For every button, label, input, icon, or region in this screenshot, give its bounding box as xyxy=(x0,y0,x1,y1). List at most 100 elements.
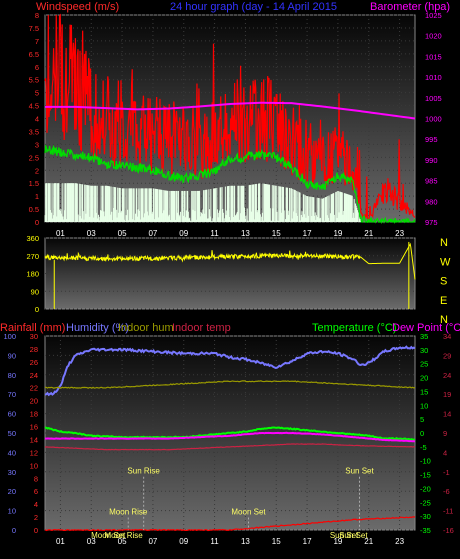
temperature-line xyxy=(44,426,416,441)
temperature-tick-label: 20 xyxy=(420,374,428,383)
wind-tick-label: 3 xyxy=(35,140,39,149)
indoor-temp-tick-label: 19 xyxy=(443,390,451,399)
rainfall-tick-label: 10 xyxy=(30,461,38,470)
barometer-tick-label: 985 xyxy=(425,177,438,186)
indoor-temp-tick-label: 4 xyxy=(443,448,447,457)
wind-tick-label: 3.5 xyxy=(29,127,39,136)
temperature-tick-label: 35 xyxy=(420,332,428,341)
temp-x-tick-label: 03 xyxy=(87,537,96,546)
barometer-tick-label: 995 xyxy=(425,135,438,144)
humidity-tick-label: 20 xyxy=(8,487,16,496)
wind-x-tick-label: 05 xyxy=(118,229,127,238)
astro-annotation-label: Moon Set xyxy=(231,507,266,516)
astro-annotation-label: Sun Set xyxy=(330,531,359,540)
wind-tick-label: 7.5 xyxy=(29,24,39,33)
rainfall-axis-title: Rainfall (mm) xyxy=(0,322,65,334)
barometer-tick-label: 1005 xyxy=(425,94,442,103)
indoor-temp-tick-label: 34 xyxy=(443,332,451,341)
astro-annotation-label: Moon Rise xyxy=(109,507,148,516)
wind-x-tick-label: 19 xyxy=(333,229,342,238)
wind-tick-label: 5.5 xyxy=(29,76,39,85)
astro-annotation-label: Sun Set xyxy=(339,531,368,540)
astro-annotation-label: Sun Set xyxy=(345,467,374,476)
indoor-temp-tick-label: 29 xyxy=(443,351,451,360)
barometer-axis-title: Barometer (hpa) xyxy=(370,1,450,13)
wind-x-tick-label: 11 xyxy=(210,229,219,238)
indoor-temp-tick-label: -1 xyxy=(443,468,450,477)
temperature-tick-label: -25 xyxy=(420,498,431,507)
wind-tick-label: 0 xyxy=(35,218,39,227)
indoor-temp-tick-label: -6 xyxy=(443,487,450,496)
direction-tick-label: 0 xyxy=(35,305,39,314)
wind-tick-label: 7 xyxy=(35,37,39,46)
temperature-tick-label: 25 xyxy=(420,360,428,369)
average-wind-line xyxy=(44,144,416,225)
temp-x-tick-label: 13 xyxy=(241,537,250,546)
temperature-tick-label: -35 xyxy=(420,526,431,535)
wind-x-tick-label: 03 xyxy=(87,229,96,238)
direction-tick-label: 90 xyxy=(31,287,39,296)
indoor-temp-tick-label: 24 xyxy=(443,371,451,380)
indoor-hum-line xyxy=(44,380,416,389)
temp-x-tick-label: 19 xyxy=(333,537,342,546)
temperature-tick-label: 30 xyxy=(420,346,428,355)
astro-annotation-label: Moon Set xyxy=(91,531,126,540)
direction-line xyxy=(44,242,416,280)
humidity-tick-label: 30 xyxy=(8,468,16,477)
wind-x-tick-label: 15 xyxy=(272,229,281,238)
indoor-hum-axis-title: Indoor hum xyxy=(118,322,174,334)
barometer-tick-label: 1020 xyxy=(425,32,442,41)
barometer-tick-label: 1015 xyxy=(425,52,442,61)
temp-humidity-series xyxy=(44,345,416,532)
rainfall-tick-label: 6 xyxy=(34,487,38,496)
wind-tick-label: 6 xyxy=(35,63,39,72)
temp-x-tick-label: 21 xyxy=(364,537,373,546)
temp-x-tick-label: 05 xyxy=(118,537,127,546)
indoor-temp-tick-label: 14 xyxy=(443,410,451,419)
temp-x-tick-label: 01 xyxy=(56,537,65,546)
direction-tick-label: 180 xyxy=(26,270,39,279)
wind-x-tick-label: 13 xyxy=(241,229,250,238)
rainfall-tick-label: 14 xyxy=(30,435,38,444)
humidity-line xyxy=(44,345,416,397)
temperature-tick-label: 15 xyxy=(420,387,428,396)
wind-tick-label: 4 xyxy=(35,115,39,124)
wind-tick-label: 8 xyxy=(35,11,39,20)
wind-tick-label: 6.5 xyxy=(29,50,39,59)
compass-label: N xyxy=(440,314,448,326)
temperature-tick-label: -30 xyxy=(420,512,431,521)
barometer-tick-label: 1000 xyxy=(425,115,442,124)
humidity-tick-label: 40 xyxy=(8,448,16,457)
rainfall-tick-label: 28 xyxy=(30,345,38,354)
temp-x-tick-label: 17 xyxy=(303,537,312,546)
temperature-tick-label: 10 xyxy=(420,401,428,410)
rainfall-tick-label: 30 xyxy=(30,332,38,341)
temperature-tick-label: -10 xyxy=(420,457,431,466)
indoor-temp-tick-label: 9 xyxy=(443,429,447,438)
humidity-tick-label: 60 xyxy=(8,410,16,419)
astro-annotation-label: Moon Rise xyxy=(105,531,144,540)
rainfall-line xyxy=(44,516,416,532)
barometer-tick-label: 1025 xyxy=(425,11,442,20)
temperature-tick-label: 5 xyxy=(420,415,424,424)
temperature-tick-label: -20 xyxy=(420,484,431,493)
humidity-tick-label: 50 xyxy=(8,429,16,438)
wind-x-tick-label: 23 xyxy=(395,229,404,238)
dew-point-axis-title: Dew Point (°C) xyxy=(392,322,460,334)
indoor-temp-tick-label: -11 xyxy=(443,507,453,516)
humidity-tick-label: 10 xyxy=(8,507,16,516)
astro-annotation-label: Sun Rise xyxy=(127,467,160,476)
rainfall-tick-label: 2 xyxy=(34,513,38,522)
axis-labels: 00.511.522.533.544.555.566.577.589759809… xyxy=(3,11,453,546)
direction-tick-label: 360 xyxy=(26,234,39,243)
rainfall-tick-label: 12 xyxy=(30,448,38,457)
rainfall-tick-label: 24 xyxy=(30,371,38,380)
barometer-tick-label: 975 xyxy=(425,218,438,227)
temp-x-tick-label: 07 xyxy=(148,537,157,546)
barometer-tick-label: 980 xyxy=(425,197,438,206)
indoor-temp-line xyxy=(44,443,416,451)
rainfall-tick-label: 8 xyxy=(34,474,38,483)
barometer-tick-label: 990 xyxy=(425,156,438,165)
